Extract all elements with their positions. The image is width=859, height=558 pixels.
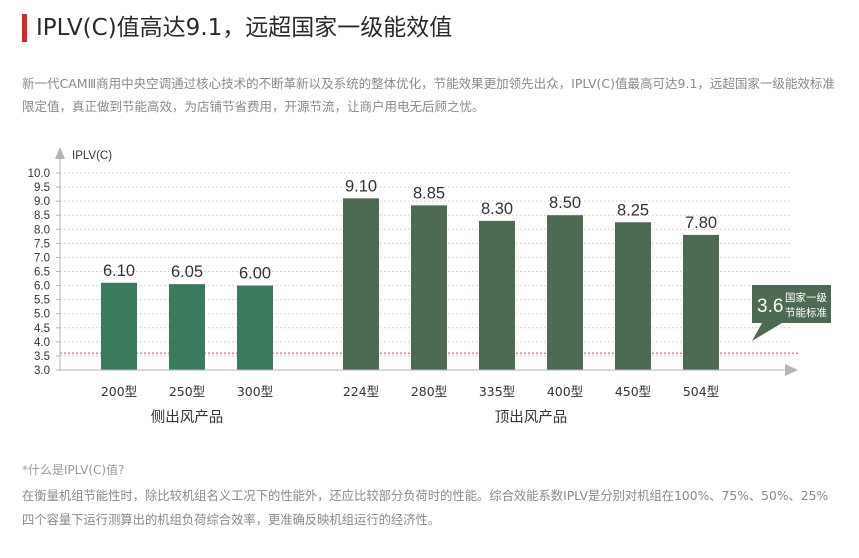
iplv-bar-chart: IPLV(C) 3.0 3.5 4.0 4.5 5.0 5.5 6.0 6.5 7.0 7.5 8.…: [28, 147, 831, 426]
bar-value-label: 6.05: [171, 263, 203, 281]
reference-label-line2: 节能标准: [785, 306, 827, 319]
y-tick-label: 7.5: [34, 238, 50, 250]
y-tick-label: 5.5: [34, 295, 50, 307]
reference-label-line1: 国家一级: [785, 291, 827, 304]
x-tick-label: 504型: [683, 384, 719, 399]
y-tick-label: 9.5: [34, 182, 50, 194]
bar: [237, 285, 273, 370]
x-tick-label: 450型: [615, 384, 651, 399]
bar-value-label: 9.10: [345, 177, 377, 195]
bar: [101, 282, 137, 370]
bar: [343, 198, 379, 370]
bar-value-label: 8.30: [481, 200, 513, 218]
y-tick-label: 10.0: [28, 168, 50, 180]
y-tick-label: 3.5: [34, 351, 50, 363]
y-tick-label: 5.0: [34, 309, 50, 321]
y-tick-label: 9.0: [34, 196, 50, 208]
x-tick-label: 300型: [237, 384, 273, 399]
bar-value-label: 6.10: [103, 262, 135, 280]
bar-value-label: 8.85: [413, 184, 445, 202]
title-accent-bar: [22, 14, 27, 42]
intro-paragraph: 新一代CAMⅢ商用中央空调通过核心技术的不断革新以及系统的整体优化，节能效果更加…: [22, 76, 835, 114]
bar-value-label: 8.25: [617, 201, 649, 219]
y-tick-label: 3.0: [34, 365, 50, 377]
bar-value-label: 8.50: [549, 194, 581, 212]
bar: [479, 220, 515, 370]
reference-callout-box: [752, 285, 831, 323]
bar: [547, 215, 583, 370]
bar: [683, 234, 719, 370]
reference-value-label: 3.6: [757, 296, 783, 317]
note-body: 在衡量机组节能性时，除比较机组名义工况下的性能外，还应比较部分负荷时的性能。综合…: [22, 489, 829, 527]
bar: [411, 205, 447, 370]
x-tick-label: 280型: [411, 384, 447, 399]
reference-callout-pointer: [752, 323, 782, 341]
axis-layer: IPLV(C) 3.0 3.5 4.0 4.5 5.0 5.5 6.0 6.5 7.0 7.5 8.…: [28, 147, 798, 377]
y-tick-label: 8.0: [34, 224, 50, 236]
group-label: 顶出风产品: [495, 409, 568, 426]
note-title: *什么是IPLV(C)值?: [22, 463, 125, 477]
y-axis-arrow: [55, 147, 65, 159]
x-axis-arrow: [785, 364, 798, 376]
bar-value-label: 6.00: [239, 265, 271, 283]
page-title: IPLV(C)值高达9.1，远超国家一级能效值: [36, 15, 453, 41]
x-tick-label: 250型: [169, 384, 205, 399]
y-tick-label: 8.5: [34, 210, 50, 222]
group-label: 侧出风产品: [151, 409, 224, 426]
y-tick-label: 7.0: [34, 252, 50, 264]
bar-value-label: 7.80: [685, 214, 717, 232]
y-tick-label: 4.5: [34, 323, 50, 335]
x-tick-label: 400型: [547, 384, 583, 399]
y-tick-label: 4.0: [34, 337, 50, 349]
bar-layer: [101, 198, 719, 370]
y-tick-label: 6.0: [34, 281, 50, 293]
bar: [615, 222, 651, 370]
x-tick-label: 200型: [101, 384, 137, 399]
y-tick-label: 6.5: [34, 267, 50, 279]
x-tick-label: 335型: [479, 384, 515, 399]
x-tick-label: 224型: [343, 384, 379, 399]
bar: [169, 284, 205, 370]
y-axis-label: IPLV(C): [72, 150, 112, 162]
